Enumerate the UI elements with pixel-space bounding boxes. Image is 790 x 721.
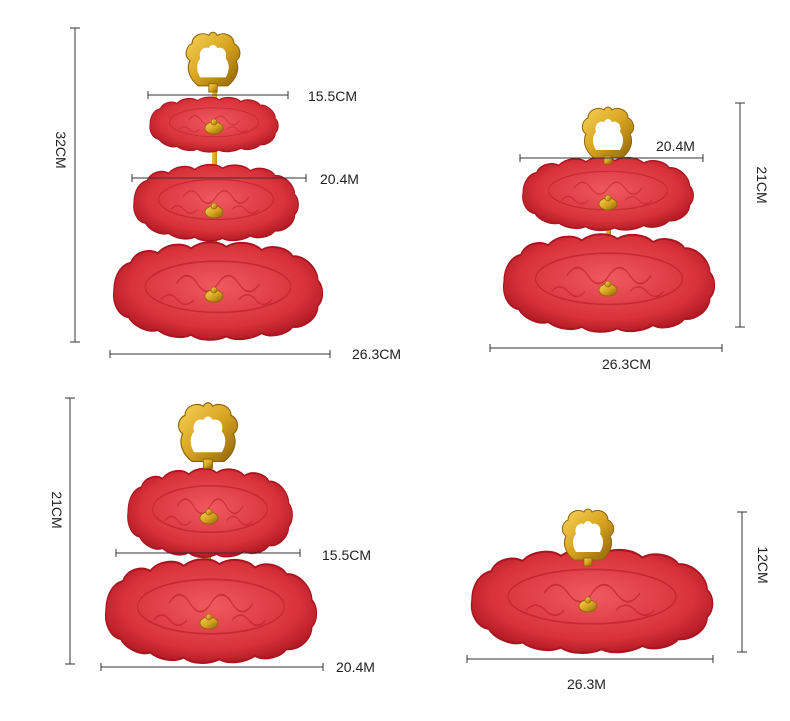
height-label: 21CM bbox=[754, 166, 770, 203]
base-width-label: 26.3M bbox=[567, 676, 606, 692]
stand-single-tier bbox=[470, 508, 714, 654]
top-width-label: 15.5CM bbox=[308, 88, 357, 104]
height-label: 32CM bbox=[53, 131, 69, 168]
top-plate bbox=[521, 156, 695, 232]
top-width-label: 20.4M bbox=[656, 138, 695, 154]
middle-width-label: 20.4M bbox=[320, 171, 359, 187]
gold-handle bbox=[581, 106, 635, 165]
height-label: 12CM bbox=[755, 546, 771, 583]
gold-handle bbox=[185, 31, 241, 93]
stand-two-tier-large bbox=[502, 106, 716, 333]
stand-three-tier bbox=[112, 31, 324, 341]
base-width-label: 20.4M bbox=[336, 659, 375, 675]
gold-handle bbox=[177, 402, 239, 469]
dimension-lines-top-right bbox=[489, 102, 745, 352]
base-plate bbox=[104, 558, 318, 664]
top-width-label: 15.5CM bbox=[322, 547, 371, 563]
stand-two-tier-small bbox=[104, 402, 318, 664]
dimension-lines-top-left bbox=[70, 27, 331, 358]
height-label: 21CM bbox=[49, 491, 65, 528]
base-width-label: 26.3CM bbox=[352, 346, 401, 362]
dimension-lines-bottom-left bbox=[65, 397, 324, 671]
base-width-label: 26.3CM bbox=[602, 356, 651, 372]
dimension-lines-bottom-right bbox=[466, 511, 747, 663]
middle-plate bbox=[132, 163, 300, 242]
